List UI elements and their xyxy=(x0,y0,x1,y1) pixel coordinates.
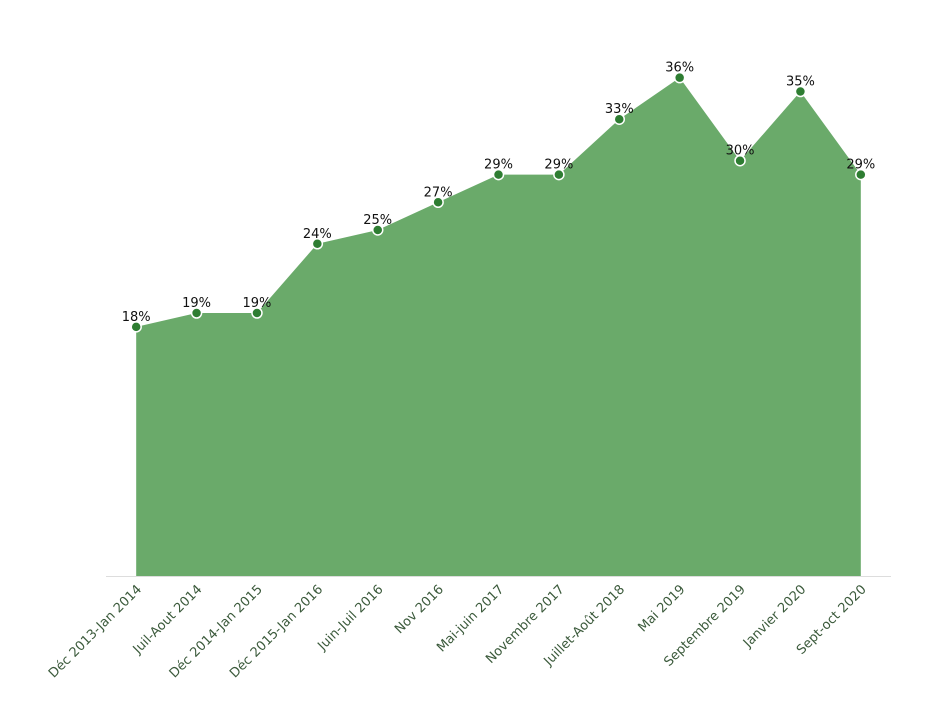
point xyxy=(855,168,867,181)
value-label: 18% xyxy=(122,310,151,325)
value-label: 29% xyxy=(544,158,573,173)
area xyxy=(136,77,861,577)
x-tick-label: Déc 2013-Jan 2014 xyxy=(46,582,145,681)
x-tick-label: Mai 2019 xyxy=(635,582,688,635)
value-label: 19% xyxy=(182,296,211,311)
x-tick-label: Nov 2016 xyxy=(392,582,447,637)
value-label: 35% xyxy=(786,75,815,90)
value-label: 19% xyxy=(243,296,272,311)
value-label: 25% xyxy=(363,213,392,228)
value-label: 24% xyxy=(303,227,332,242)
point xyxy=(251,307,263,319)
point xyxy=(734,154,746,167)
value-label: 27% xyxy=(424,185,453,200)
point xyxy=(553,168,565,181)
point xyxy=(371,224,384,236)
point xyxy=(794,85,807,98)
point xyxy=(432,196,444,209)
value-label: 30% xyxy=(726,144,755,159)
value-label: 36% xyxy=(665,61,694,76)
point xyxy=(613,113,626,125)
value-label: 29% xyxy=(484,158,513,173)
point xyxy=(492,168,505,181)
value-label: 29% xyxy=(846,158,875,173)
point xyxy=(190,307,203,319)
point xyxy=(673,71,686,84)
value-label: 33% xyxy=(605,102,634,117)
point xyxy=(130,321,142,333)
point xyxy=(311,238,324,250)
